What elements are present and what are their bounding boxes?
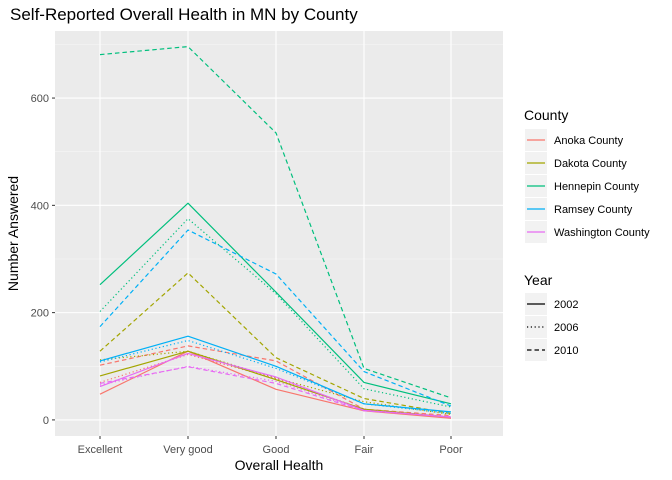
y-tick-label: 200 <box>31 308 49 320</box>
series-lines <box>99 45 452 419</box>
legend-label-washington-county: Washington County <box>554 227 650 239</box>
legend-label-anoka-county: Anoka County <box>554 135 624 147</box>
legend-label-ramsey-county: Ramsey County <box>554 204 633 216</box>
legend-key-bg <box>525 316 547 338</box>
y-tick-label: 0 <box>43 415 49 427</box>
legend-label-hennepin-county: Hennepin County <box>554 181 640 193</box>
y-axis-title: Number Answered <box>5 176 21 291</box>
x-tick-label-fair: Fair <box>355 444 374 456</box>
chart-title: Self-Reported Overall Health in MN by Co… <box>10 5 358 24</box>
legend-county: County Anoka County Dakota County Hennepin … <box>524 107 650 243</box>
y-tick-label: 400 <box>31 200 49 212</box>
legend-county-title: County <box>524 107 568 123</box>
legend-label-year-2006: 2006 <box>554 322 578 334</box>
legend-label-year-2010: 2010 <box>554 345 578 357</box>
legend-year-title: Year <box>524 272 553 288</box>
series-line-ramsey-county-2010 <box>99 229 452 407</box>
x-tick-label-very-good: Very good <box>163 444 213 456</box>
x-axis: Excellent Very good Good Fair Poor <box>78 436 463 456</box>
y-axis: 0 200 400 600 <box>31 93 55 427</box>
series-line-anoka-county-2006 <box>99 353 452 418</box>
legend-label-year-2002: 2002 <box>554 299 578 311</box>
series-line-hennepin-county-2010 <box>99 45 452 399</box>
series-line-ramsey-county-2002 <box>99 335 452 413</box>
x-tick-label-excellent: Excellent <box>78 444 123 456</box>
y-tick-label: 600 <box>31 93 49 105</box>
series-line-washington-county-2010 <box>99 366 452 418</box>
x-axis-title: Overall Health <box>235 457 324 473</box>
series-line-hennepin-county-2006 <box>99 218 452 408</box>
series-line-dakota-county-2010 <box>99 272 452 415</box>
series-line-hennepin-county-2002 <box>99 202 452 405</box>
minor-gridlines <box>55 44 503 367</box>
x-tick-label-poor: Poor <box>439 444 463 456</box>
series-line-ramsey-county-2006 <box>99 339 452 415</box>
x-tick-label-good: Good <box>263 444 290 456</box>
legend-label-dakota-county: Dakota County <box>554 158 627 170</box>
